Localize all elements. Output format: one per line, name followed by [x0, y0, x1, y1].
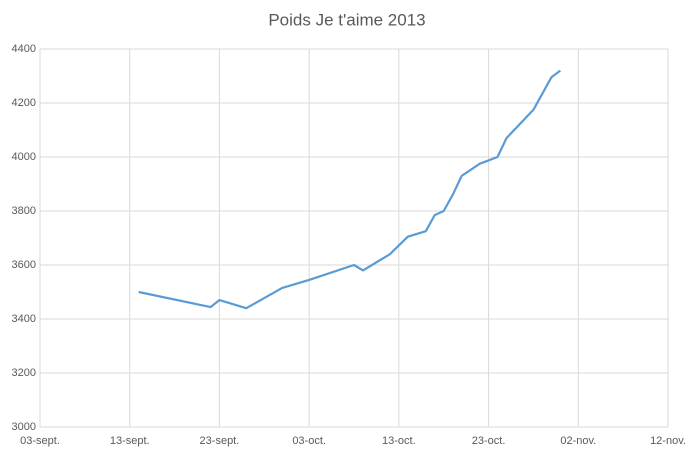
y-tick-label: 3600	[12, 259, 36, 271]
y-tick-label: 3400	[12, 313, 36, 325]
line-series	[138, 69, 561, 310]
y-tick-label: 4200	[12, 97, 36, 109]
x-tick-label: 13-sept.	[110, 435, 150, 447]
y-tick-label: 3200	[12, 367, 36, 379]
y-tick-label: 4400	[12, 43, 36, 55]
x-tick-label: 02-nov.	[560, 435, 596, 447]
x-tick-label: 23-sept.	[200, 435, 240, 447]
x-tick-label: 12-nov.	[650, 435, 686, 447]
chart-title: Poids Je t'aime 2013	[268, 10, 425, 29]
x-tick-label: 03-sept.	[20, 435, 60, 447]
y-tick-label: 3800	[12, 205, 36, 217]
y-tick-label: 4000	[12, 151, 36, 163]
x-tick-label: 03-oct.	[292, 435, 326, 447]
x-tick-label: 23-oct.	[472, 435, 506, 447]
y-tick-label: 3000	[12, 421, 36, 433]
x-tick-label: 13-oct.	[382, 435, 416, 447]
